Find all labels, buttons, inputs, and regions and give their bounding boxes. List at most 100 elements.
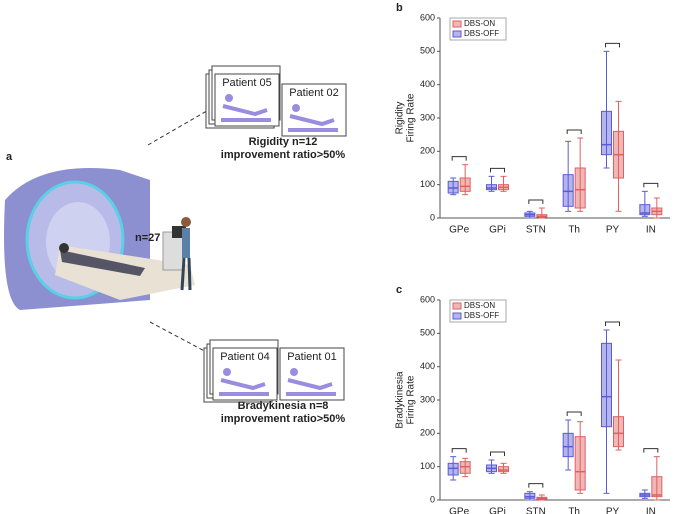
patient-icon	[222, 104, 268, 117]
legend-label: DBS-ON	[464, 19, 495, 28]
y-tick-label: 500	[420, 46, 435, 56]
x-tick-label: Th	[568, 225, 580, 236]
significance-bracket	[566, 411, 582, 416]
legend-swatch	[452, 30, 462, 38]
box	[524, 492, 536, 499]
x-tick-label: IN	[646, 225, 656, 236]
patient-icon	[292, 104, 300, 112]
y-axis-label: Firing Rate	[406, 375, 417, 424]
panel-letter: a	[6, 151, 13, 163]
significance-bracket	[643, 448, 659, 453]
legend-swatch	[452, 20, 462, 28]
box	[639, 204, 651, 216]
box	[447, 462, 459, 476]
patient-icon	[289, 114, 335, 127]
panel-letter: c	[396, 284, 402, 296]
patient-label: Patient 05	[222, 77, 272, 89]
y-tick-label: 300	[420, 394, 435, 404]
box	[459, 177, 471, 192]
box	[601, 342, 612, 428]
y-axis-label: Bradykinesia	[395, 371, 406, 429]
legend-box	[449, 17, 507, 41]
x-tick-label: STN	[526, 225, 546, 236]
significance-bracket	[451, 156, 467, 161]
chart: b 0 100 200 300 400 500 600 Rigidity Firing Rate G…	[395, 2, 670, 236]
y-tick-label: 0	[430, 212, 435, 222]
y-tick-label: 200	[420, 146, 435, 156]
significance-bracket	[490, 451, 505, 456]
significance-bracket	[451, 448, 467, 453]
box	[601, 110, 612, 156]
x-tick-label: STN	[526, 507, 546, 514]
criterion-label: improvement ratio>50%	[221, 149, 346, 161]
significance-bracket	[643, 182, 659, 188]
legend-swatch	[452, 312, 462, 320]
x-tick-label: IN	[646, 507, 656, 514]
box	[562, 174, 574, 207]
legend-label: DBS-OFF	[464, 29, 499, 38]
patient-label: Patient 04	[220, 351, 270, 363]
y-tick-label: 100	[420, 461, 435, 471]
x-tick-label: GPe	[449, 225, 469, 236]
box	[613, 416, 624, 448]
group-label: Rigidity n=12	[249, 136, 318, 148]
patient-icon	[290, 368, 298, 376]
connector	[149, 321, 213, 356]
y-tick-label: 600	[420, 12, 435, 22]
x-tick-label: GPe	[449, 507, 469, 514]
patient-icon	[286, 392, 336, 396]
legend-label: DBS-OFF	[464, 311, 499, 320]
criterion-label: improvement ratio>50%	[221, 413, 346, 425]
patient-icon	[221, 118, 271, 122]
significance-bracket	[605, 321, 620, 326]
chart: c 0 100 200 300 400 500 600 Bradykinesia Firing R…	[395, 284, 670, 514]
box	[651, 476, 663, 498]
x-tick-label: Th	[568, 507, 580, 514]
patient-label: Patient 02	[289, 87, 339, 99]
x-tick-label: PY	[606, 225, 620, 236]
box	[498, 466, 509, 473]
legend-swatch	[452, 302, 462, 310]
box	[574, 167, 586, 209]
significance-bracket	[490, 167, 505, 173]
x-tick-label: GPi	[489, 507, 506, 514]
y-axis-label: Rigidity	[395, 102, 406, 135]
box	[486, 184, 497, 191]
panel-letter: b	[396, 2, 403, 14]
significance-bracket	[566, 129, 582, 134]
y-tick-label: 400	[420, 79, 435, 89]
group-label: Bradykinesia n=8	[238, 400, 329, 412]
y-tick-label: 300	[420, 112, 435, 122]
significance-bracket	[605, 42, 620, 48]
scanner	[4, 168, 195, 310]
x-tick-label: PY	[606, 507, 620, 514]
box	[459, 461, 471, 474]
box	[574, 436, 586, 491]
y-axis-label: Firing Rate	[406, 93, 417, 142]
legend-label: DBS-ON	[464, 301, 495, 310]
y-tick-label: 600	[420, 294, 435, 304]
significance-bracket	[528, 199, 544, 204]
y-tick-label: 0	[430, 494, 435, 504]
box	[447, 180, 459, 194]
cohort-label: n=27	[135, 232, 160, 244]
patient-icon	[223, 368, 231, 376]
box	[562, 432, 574, 458]
y-tick-label: 100	[420, 179, 435, 189]
patient-icon	[225, 94, 233, 102]
y-tick-label: 500	[420, 328, 435, 338]
y-tick-label: 200	[420, 428, 435, 438]
patient-icon	[288, 128, 338, 132]
significance-bracket	[528, 483, 544, 488]
patient-label: Patient 01	[287, 351, 337, 363]
legend-box	[449, 299, 507, 323]
patient-icon	[287, 378, 333, 391]
patient-icon	[220, 378, 266, 391]
x-tick-label: GPi	[489, 225, 506, 236]
patient-icon	[219, 392, 269, 396]
y-tick-label: 400	[420, 361, 435, 371]
connector	[147, 107, 213, 146]
